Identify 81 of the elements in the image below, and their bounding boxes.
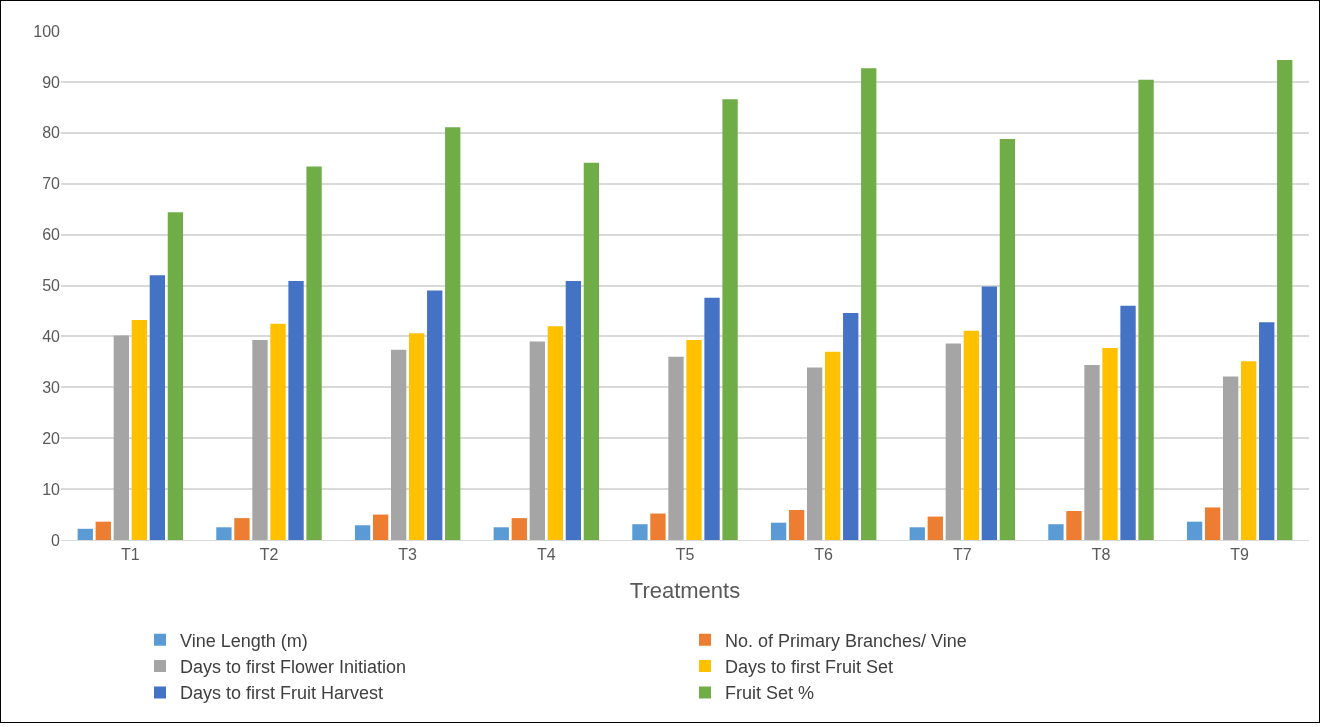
bar <box>650 513 666 540</box>
bar <box>1259 322 1275 540</box>
bar <box>216 527 232 540</box>
x-tick-label: T9 <box>1230 546 1250 564</box>
legend-label: Days to first Fruit Set <box>725 657 894 678</box>
bar <box>909 527 925 540</box>
bar <box>77 528 93 540</box>
x-tick-label: T5 <box>675 546 695 564</box>
x-tick-label: T7 <box>952 546 972 564</box>
legend-label: Days to first Fruit Harvest <box>180 683 384 704</box>
bar <box>704 297 720 540</box>
bar <box>354 525 371 540</box>
y-tick-label: 70 <box>42 175 61 193</box>
bar <box>927 516 943 540</box>
bar <box>1102 348 1118 540</box>
bar <box>999 138 1016 540</box>
bar <box>632 524 648 540</box>
bar <box>1222 376 1239 540</box>
y-tick-label: 20 <box>42 429 61 447</box>
bar <box>95 521 111 540</box>
bar <box>1120 305 1136 540</box>
y-tick-label: 90 <box>42 73 61 91</box>
y-tick-label: 10 <box>42 480 61 498</box>
bar <box>113 335 129 540</box>
x-tick-label: T6 <box>814 546 834 564</box>
bar <box>861 68 877 540</box>
bar <box>288 280 304 540</box>
bar <box>565 280 582 540</box>
y-tick-label: 100 <box>33 22 61 40</box>
y-tick-label: 30 <box>42 378 61 396</box>
bar <box>1138 79 1154 540</box>
bar <box>945 343 961 540</box>
bar <box>825 351 841 540</box>
bar <box>583 162 600 540</box>
y-tick-label: 40 <box>42 328 61 345</box>
bar <box>722 99 738 540</box>
bar <box>843 312 859 540</box>
y-tick-label: 0 <box>51 531 61 549</box>
bar <box>963 330 980 540</box>
bar <box>1241 361 1257 540</box>
bar <box>427 290 443 540</box>
x-tick-label: T3 <box>398 546 418 564</box>
bar <box>252 339 268 540</box>
bar <box>445 127 461 540</box>
x-tick-label: T1 <box>120 546 140 564</box>
bar <box>686 339 702 540</box>
legend-label: No. of Primary Branches/ Vine <box>725 630 967 651</box>
bar <box>1186 521 1203 540</box>
x-tick-label: T4 <box>536 546 556 564</box>
bar <box>1204 507 1221 540</box>
bar <box>493 527 509 540</box>
x-tick-label: T8 <box>1091 546 1111 564</box>
bar <box>1277 60 1293 540</box>
bar <box>390 349 407 540</box>
bar <box>788 509 805 540</box>
y-tick-label: 60 <box>42 226 61 244</box>
bar <box>409 333 425 540</box>
legend-label: Vine Length (m) <box>180 630 308 651</box>
bar <box>306 166 322 540</box>
bar <box>511 518 527 540</box>
bar <box>770 522 787 540</box>
bar <box>547 326 564 540</box>
bar <box>131 320 148 540</box>
y-tick-label: 80 <box>42 124 61 142</box>
bar <box>149 275 166 540</box>
bar <box>981 286 998 540</box>
bar <box>372 514 389 540</box>
legend-label: Days to first Flower Initiation <box>180 657 407 678</box>
bar <box>806 367 823 540</box>
x-axis-title: Treatments <box>629 578 741 604</box>
legend-label: Fruit Set % <box>725 683 815 704</box>
bar <box>1084 364 1100 540</box>
bar <box>529 341 545 540</box>
bar <box>167 212 184 540</box>
bar <box>1048 524 1064 540</box>
bar <box>668 356 684 540</box>
bar <box>1066 510 1082 540</box>
bar <box>270 323 286 540</box>
y-tick-label: 50 <box>42 277 61 295</box>
bar <box>234 518 250 540</box>
x-tick-label: T2 <box>259 546 279 564</box>
